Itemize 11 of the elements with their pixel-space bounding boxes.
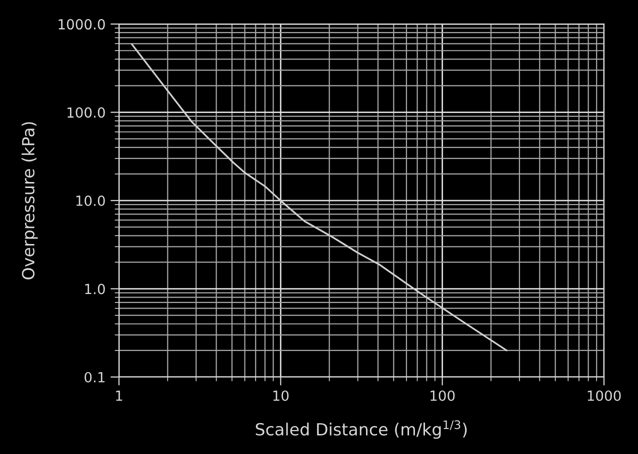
y-tick-label: 1000.0 bbox=[58, 19, 105, 30]
y-tick-label: 1.0 bbox=[85, 284, 105, 294]
x-axis-title: Scaled Distance (m/kg$^{1/3}$) bbox=[256, 420, 467, 439]
x-tick-label: 1 bbox=[116, 390, 122, 401]
y-tick-label: 100.0 bbox=[68, 107, 105, 118]
x-tick-label: 1000 bbox=[588, 390, 621, 401]
y-tick-label: 10.0 bbox=[76, 196, 105, 206]
x-tick-label: 100 bbox=[430, 390, 455, 401]
y-axis-title: Overpressure (kPa) bbox=[22, 122, 38, 280]
y-tick-label: 0.1 bbox=[84, 372, 105, 382]
x-tick-label: 10 bbox=[273, 390, 289, 401]
